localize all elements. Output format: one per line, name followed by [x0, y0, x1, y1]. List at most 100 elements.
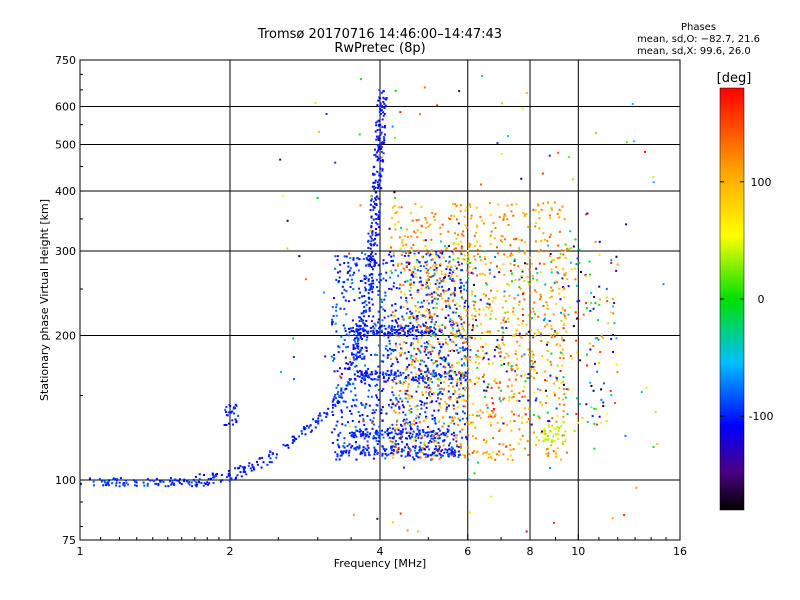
data-point: [444, 371, 447, 374]
data-point: [364, 428, 367, 431]
data-point: [363, 305, 366, 308]
data-point: [425, 345, 428, 348]
data-point: [541, 172, 544, 175]
data-point: [596, 370, 599, 373]
data-point: [388, 334, 391, 337]
data-point: [368, 309, 371, 312]
data-point: [451, 349, 454, 352]
data-point: [455, 336, 458, 339]
data-point: [417, 331, 420, 334]
data-point: [445, 248, 448, 251]
data-point: [367, 451, 370, 454]
data-point: [446, 430, 449, 433]
data-point: [510, 365, 513, 368]
data-point: [559, 298, 562, 301]
data-point: [334, 267, 337, 270]
data-point: [547, 447, 550, 450]
data-point: [516, 357, 519, 360]
data-point: [231, 410, 234, 413]
data-point: [497, 329, 500, 332]
data-point: [112, 478, 115, 481]
data-point: [344, 424, 347, 427]
data-point: [428, 316, 431, 319]
data-point: [573, 429, 576, 432]
data-point: [359, 356, 362, 359]
data-point: [442, 343, 445, 346]
data-point: [410, 286, 413, 289]
data-point: [460, 447, 463, 450]
data-point: [410, 360, 413, 363]
data-point: [545, 433, 548, 436]
data-point: [441, 250, 444, 253]
data-point: [416, 341, 419, 344]
data-point: [419, 399, 422, 402]
data-point: [454, 416, 457, 419]
data-point: [367, 376, 370, 379]
data-point: [497, 343, 500, 346]
data-point: [463, 374, 466, 377]
data-point: [343, 327, 346, 330]
data-point: [416, 428, 419, 431]
data-point: [476, 253, 479, 256]
data-point: [473, 234, 476, 237]
data-point: [123, 484, 126, 487]
data-point: [555, 451, 558, 454]
data-point: [337, 445, 340, 448]
data-point: [448, 255, 451, 258]
data-point: [305, 424, 308, 427]
data-point: [553, 330, 556, 333]
data-point: [442, 415, 445, 418]
data-point: [436, 434, 439, 437]
data-point: [369, 229, 372, 232]
data-point: [452, 453, 455, 456]
data-point: [411, 423, 414, 426]
data-point: [512, 214, 515, 217]
data-point: [431, 318, 434, 321]
data-point: [389, 398, 392, 401]
data-point: [125, 481, 128, 484]
data-point: [431, 253, 434, 256]
data-point: [367, 296, 370, 299]
data-point: [403, 424, 406, 427]
data-point: [440, 374, 443, 377]
data-point: [424, 283, 427, 286]
data-point: [372, 173, 375, 176]
data-point: [368, 301, 371, 304]
data-point: [530, 359, 533, 362]
data-point: [545, 453, 548, 456]
data-point: [402, 328, 405, 331]
data-point: [422, 299, 425, 302]
data-point: [416, 360, 419, 363]
data-point: [370, 370, 373, 373]
data-point: [344, 299, 347, 302]
data-point: [417, 416, 420, 419]
data-point: [500, 322, 503, 325]
data-point: [555, 420, 558, 423]
data-point: [448, 452, 451, 455]
data-point: [445, 402, 448, 405]
data-point: [418, 432, 421, 435]
data-point: [449, 269, 452, 272]
data-point: [462, 349, 465, 352]
data-point: [426, 308, 429, 311]
data-point: [421, 314, 424, 317]
data-point: [352, 436, 355, 439]
data-point: [348, 300, 351, 303]
data-point: [585, 403, 588, 406]
data-point: [374, 370, 377, 373]
data-point: [424, 364, 427, 367]
data-point: [455, 434, 458, 437]
data-point: [421, 334, 424, 337]
data-point: [386, 261, 389, 264]
data-point: [471, 329, 474, 332]
data-point: [415, 436, 418, 439]
data-point: [375, 383, 378, 386]
data-point: [300, 430, 303, 433]
data-point: [470, 421, 473, 424]
data-point: [370, 273, 373, 276]
data-point: [432, 362, 435, 365]
data-point: [393, 371, 396, 374]
data-point: [523, 262, 526, 265]
data-point: [463, 321, 466, 324]
data-point: [292, 439, 295, 442]
